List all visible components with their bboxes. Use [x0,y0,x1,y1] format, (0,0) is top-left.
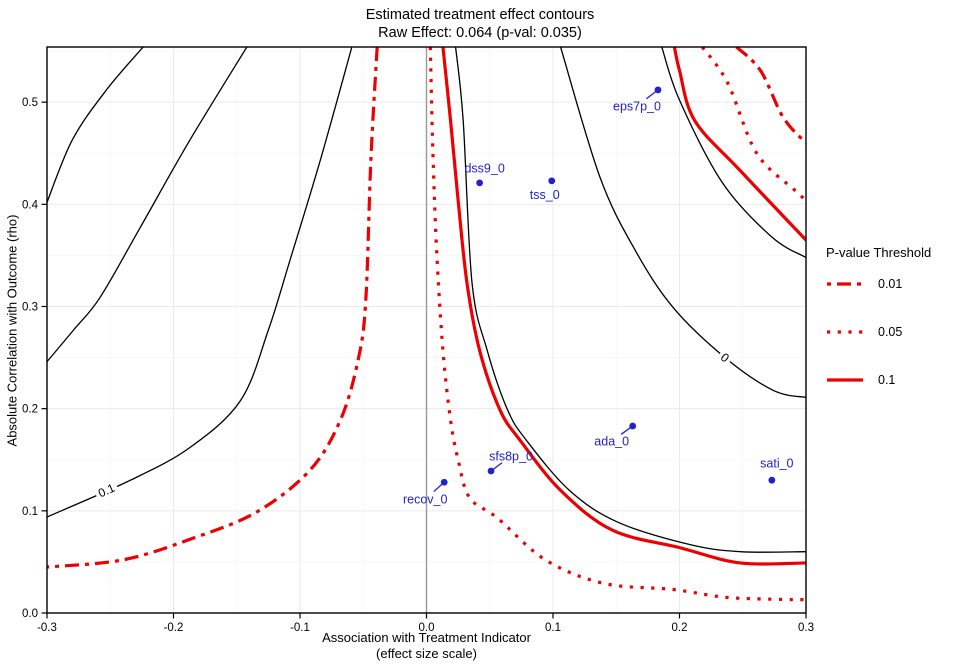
x-tick-label-0.2: 0.2 [672,622,688,634]
plot-title-block: Estimated treatment effect contours Raw … [0,6,960,42]
data-point-ada_0 [629,422,637,430]
legend-item-p005: 0.05 [826,322,931,342]
x-axis-label-block: Association with Treatment Indicator (ef… [47,630,806,662]
point-label-dss9_0: dss9_0 [464,161,504,175]
y-tick-label-0.2: 0.2 [22,404,38,416]
x-tick-label-0.3: 0.3 [798,622,814,634]
x-tick-label--0.1: -0.1 [290,622,310,634]
x-axis-label: Association with Treatment Indicator [322,630,531,645]
legend-item-p001: 0.01 [826,274,931,294]
point-label-sati_0: sati_0 [760,457,793,471]
data-point-recov_0 [440,478,448,486]
legend: P-value Threshold 0.01 0.05 0.1 [826,245,931,418]
pvalue-contour-0.05-main [428,47,806,602]
contour-label-0.1: 0.1 [96,481,117,501]
plot-subtitle: Raw Effect: 0.064 (p-val: 0.035) [378,25,582,41]
legend-label-p005: 0.05 [878,325,903,339]
covariate-points: eps7p_0 dss9_0 tss_0 ada_0 sfs8p_0 recov_0 sat… [403,86,794,507]
y-tick-label-0.4: 0.4 [22,199,39,211]
point-label-eps7p_0: eps7p_0 [613,99,661,113]
data-point-sati_0 [768,476,776,484]
legend-title: P-value Threshold [826,245,932,260]
effect-contour-left-2 [47,47,248,363]
x-axis-label-subline: (effect size scale) [376,646,477,661]
y-tick-label-0.0: 0.0 [22,608,38,620]
effect-contour-left-3-labeled-0.1 [47,47,353,518]
legend-label-p01: 0.1 [878,373,896,387]
data-point-eps7p_0 [654,86,662,94]
x-tick-label-0.0: 0.0 [419,622,435,634]
effect-contour-left-1 [47,47,144,203]
data-point-dss9_0 [476,179,484,187]
axis-ticks: -0.3 -0.2 -0.1 0.0 0.1 0.2 0.3 0.0 0.1 0.2 0.3 0.4 0… [22,97,814,634]
y-tick-label-0.1: 0.1 [22,506,38,518]
point-label-ada_0: ada_0 [594,434,629,448]
point-label-sfs8p_0: sfs8p_0 [489,449,533,463]
solid-line-icon [827,378,863,382]
x-tick-label--0.2: -0.2 [164,622,184,634]
dotted-line-icon [827,330,863,334]
effect-contour-zero-labeled-0 [559,47,806,399]
x-tick-label-0.1: 0.1 [545,622,561,634]
data-point-tss_0 [548,177,556,185]
y-tick-label-0.3: 0.3 [22,302,38,314]
point-label-tss_0: tss_0 [530,188,560,202]
effect-contour-corner [661,47,806,259]
y-tick-label-0.5: 0.5 [22,97,38,109]
pvalue-contour-0.05-corner [700,47,806,202]
pvalue-contour-0.1-corner [672,47,806,242]
legend-label-p001: 0.01 [878,277,903,291]
data-point-sfs8p_0 [487,467,495,475]
pvalue-contour-0.01-main [47,47,379,569]
y-axis-label: Absolute Correlation with Outcome (rho) [4,214,20,447]
plot-title: Estimated treatment effect contours [365,7,595,23]
pvalue-contour-0.01-corner [735,47,806,145]
x-tick-label--0.3: -0.3 [37,622,57,634]
legend-item-p01: 0.1 [826,370,931,390]
point-label-recov_0: recov_0 [403,493,448,507]
pvalue-contour-0.1-main [441,47,806,566]
dashdot-line-icon [827,282,863,286]
effect-contour-center-companion [454,47,806,553]
